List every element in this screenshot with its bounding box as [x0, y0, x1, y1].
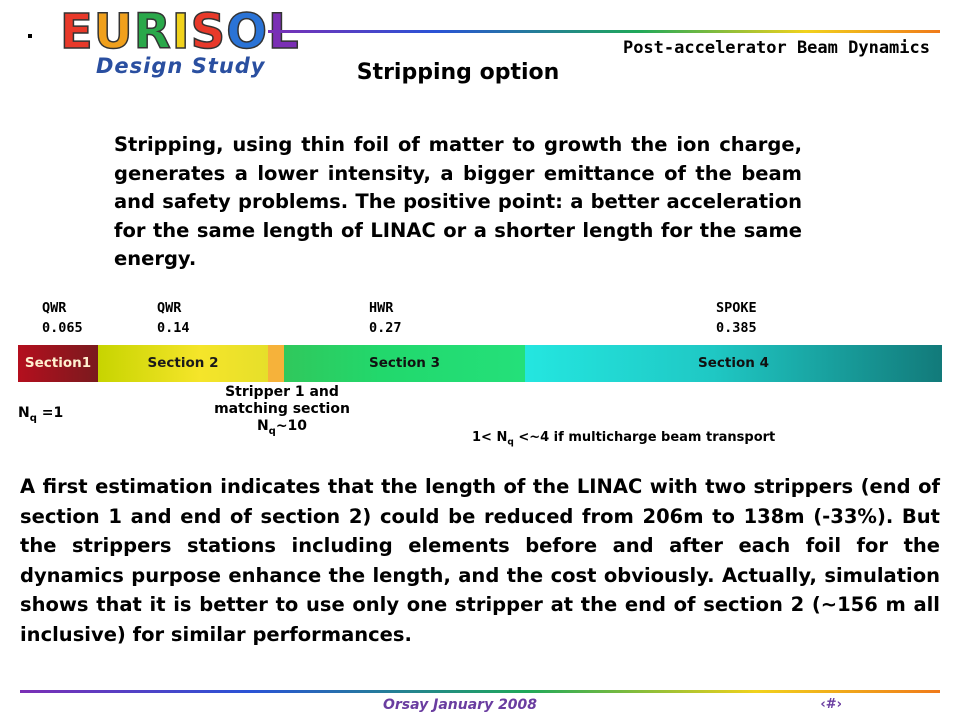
nq-symbol: N: [18, 405, 30, 421]
slide-title-text: Stripping option: [356, 60, 560, 85]
section-3: Section 3: [284, 345, 525, 382]
nq-value: ~10: [275, 418, 308, 434]
logo-subtitle: Design Study: [96, 54, 266, 78]
footer-date: Orsay January 2008: [0, 697, 960, 713]
section-2: Section 2: [98, 345, 268, 382]
header-title: Post-accelerator Beam Dynamics: [622, 38, 930, 58]
nq-multicharge-note: 1< Nq <~4 if multicharge beam transport: [472, 430, 775, 448]
logo-letter: E: [59, 3, 94, 61]
header-rule: [268, 30, 940, 33]
page-number: ‹#›: [820, 697, 842, 712]
nq-section1: Nq =1: [18, 405, 63, 424]
nq-multi-suffix: <~4 if multicharge beam transport: [513, 430, 776, 445]
footer-rule: [20, 690, 940, 693]
slide-title: Stripping option: [0, 60, 960, 85]
stripper-annotation: Stripper 1 and matching section Nq~10: [182, 384, 382, 440]
eurisol-logo: EURISOL: [59, 3, 300, 61]
cavity-type: QWR: [42, 300, 67, 316]
logo-letter: S: [190, 3, 227, 61]
cavity-label-2: QWR 0.14: [157, 298, 190, 338]
cavity-label-1: QWR 0.065: [42, 298, 83, 338]
cavity-type: SPOKE: [716, 300, 757, 316]
cavity-beta: 0.27: [369, 320, 402, 336]
nq-subscript: q: [29, 412, 37, 424]
cavity-beta: 0.065: [42, 320, 83, 336]
intro-paragraph: Stripping, using thin foil of matter to …: [114, 133, 802, 270]
footer-date-text: Orsay January 2008: [382, 697, 538, 713]
section-4: Section 4: [525, 345, 942, 382]
nq-subscript: q: [507, 437, 514, 448]
cavity-type: HWR: [369, 300, 394, 316]
estimation-paragraph: A first estimation indicates that the le…: [20, 475, 940, 646]
nq-subscript: q: [268, 425, 276, 437]
cavity-beta: 0.385: [716, 320, 757, 336]
cavity-label-4: SPOKE 0.385: [716, 298, 757, 338]
logo-dot: [28, 34, 32, 38]
cavity-beta: 0.14: [157, 320, 190, 336]
cavity-type: QWR: [157, 300, 182, 316]
section-1: Section1: [18, 345, 98, 382]
stripper-nq: Nq~10: [182, 418, 382, 440]
logo-letter: O: [225, 3, 268, 61]
nq-symbol: N: [256, 418, 269, 434]
stripper-segment: [268, 345, 284, 382]
nq-value: =1: [36, 405, 64, 421]
cavity-label-3: HWR 0.27: [369, 298, 402, 338]
stripper-line-1: Stripper 1 and: [225, 384, 339, 400]
logo-letter: I: [171, 3, 191, 61]
linac-section-bar: Section1 Section 2 Section 3 Section 4: [18, 345, 942, 382]
stripper-line-2: matching section: [214, 401, 350, 417]
nq-multi-prefix: 1< N: [472, 430, 508, 445]
logo-letter: R: [133, 3, 172, 61]
logo-letter: U: [93, 3, 134, 61]
